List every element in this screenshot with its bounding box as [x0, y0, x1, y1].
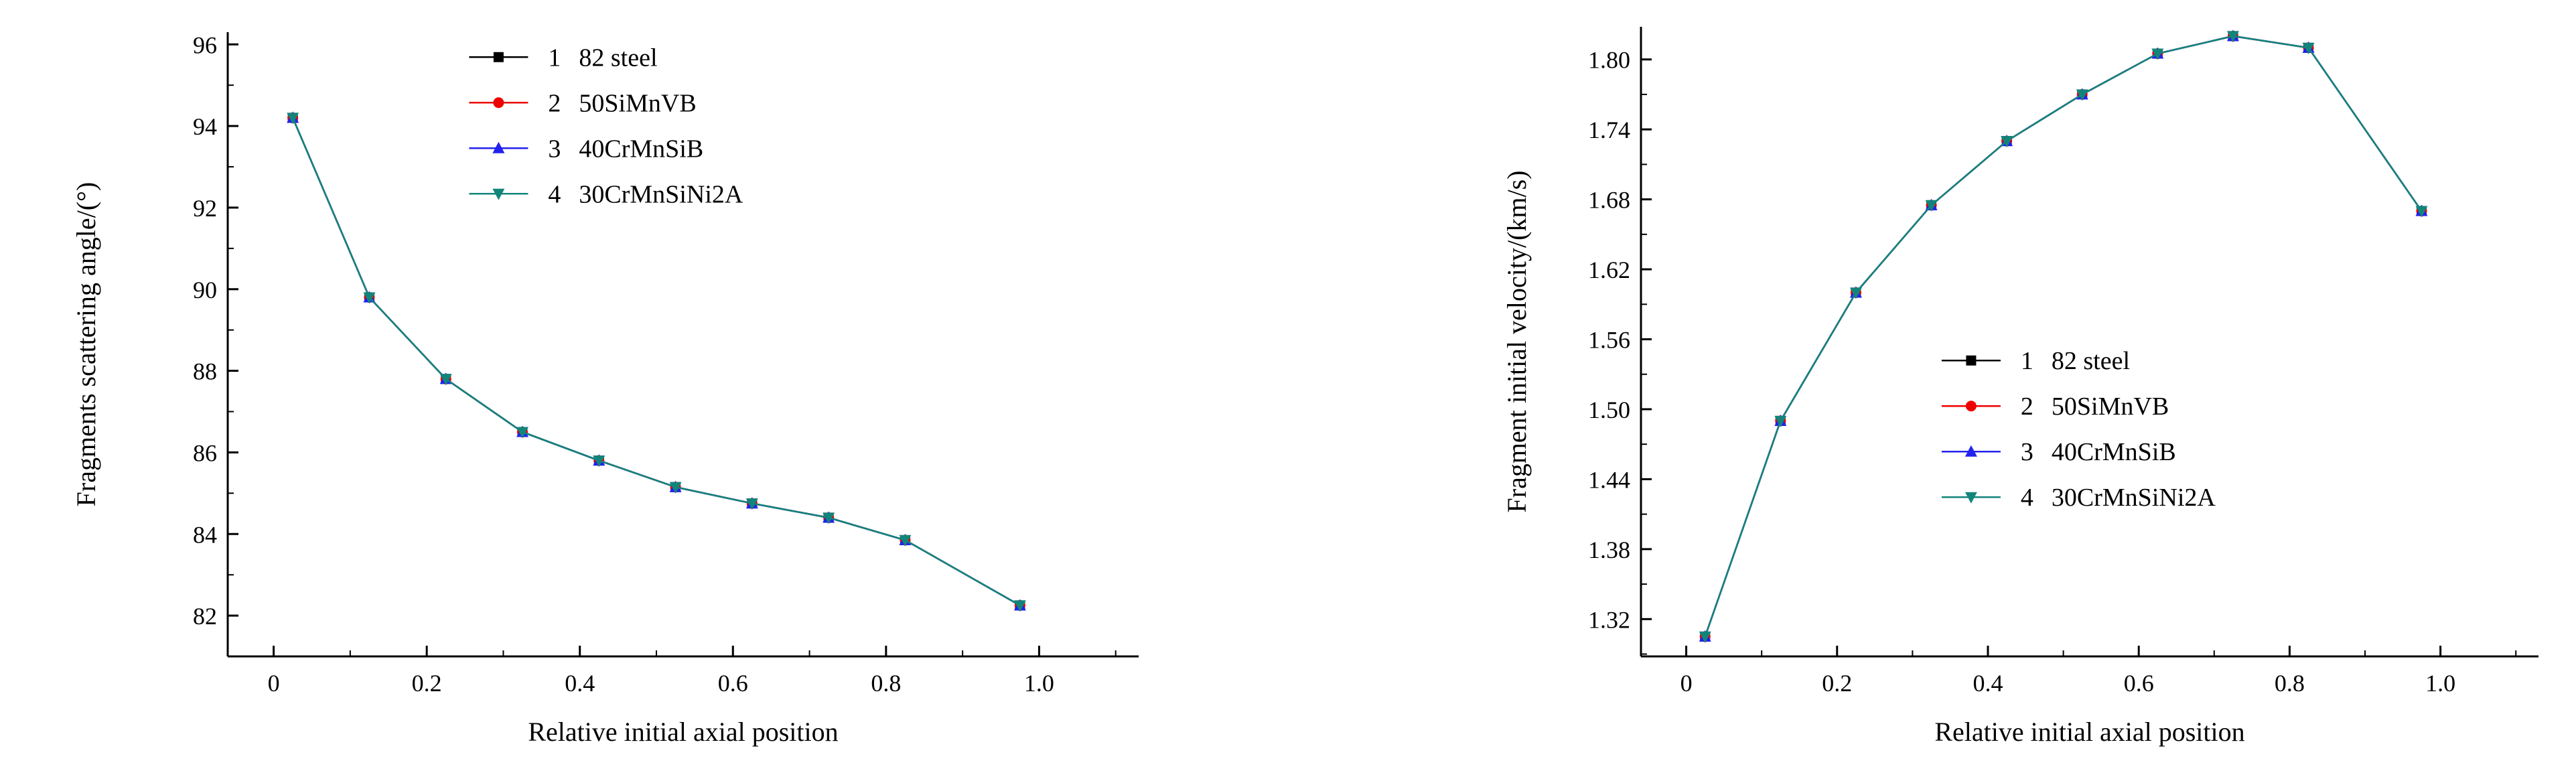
- initial-velocity-plot: 0 0.2 0.4 0.6 0.8 1.0 1.32 1.38 1.44 1.50 1.56 1.62…: [1502, 27, 2538, 747]
- legend-label: 82 steel: [2052, 347, 2130, 375]
- x-tick-label: 1.0: [1024, 670, 1054, 697]
- y-tick-label: 1.50: [1588, 397, 1630, 423]
- square-marker: [1966, 355, 1977, 366]
- y-tick-label: 1.32: [1588, 606, 1630, 633]
- legend-index: 4: [548, 180, 561, 208]
- triangle-down-marker: [2415, 206, 2428, 218]
- y-tick-label: 1.56: [1588, 327, 1630, 354]
- triangle-down-marker: [669, 482, 682, 494]
- triangle-down-marker: [1013, 600, 1026, 612]
- legend-label: 30CrMnSiNi2A: [2052, 484, 2216, 512]
- legend-entry-2: 2 50SiMnVB: [1941, 393, 2169, 421]
- legend-label: 40CrMnSiB: [579, 135, 703, 163]
- legend-entry-2: 2 50SiMnVB: [469, 89, 697, 117]
- y-tick-label: 96: [193, 31, 217, 58]
- legend-index: 3: [2021, 438, 2033, 466]
- triangle-down-marker: [1699, 631, 1711, 643]
- scattering-angle-plot: 0 0.2 0.4 0.6 0.8 1.0 82 84 86 88 90 92 94 96 Relative…: [71, 31, 1139, 747]
- x-tick-label: 1.0: [2425, 670, 2455, 697]
- y-tick-label: 86: [193, 439, 217, 466]
- triangle-down-marker: [822, 512, 835, 524]
- circle-marker: [493, 97, 504, 109]
- series-line-3: [1704, 35, 2423, 637]
- legend-index: 2: [2021, 393, 2033, 421]
- y-tick-label: 90: [193, 277, 217, 303]
- x-axis-title: Relative initial axial position: [528, 717, 838, 747]
- legend-label: 50SiMnVB: [579, 89, 696, 117]
- y-axis-title: Fragment initial velocity/(km/s): [1502, 170, 1532, 512]
- triangle-down-marker: [1964, 492, 1977, 504]
- legend-entry-3: 3 40CrMnSiB: [469, 135, 703, 163]
- legend-entry-1: 1 82 steel: [1941, 347, 2130, 375]
- triangle-down-marker: [1774, 415, 1787, 427]
- y-tick-label: 1.38: [1588, 537, 1630, 563]
- triangle-up-marker: [492, 141, 505, 153]
- x-tick-label: 0.4: [565, 670, 595, 697]
- legend-index: 2: [548, 89, 561, 117]
- x-tick-label: 0: [268, 670, 280, 697]
- triangle-down-marker: [745, 498, 758, 510]
- y-tick-label: 92: [193, 195, 217, 222]
- y-tick-label: 88: [193, 358, 217, 385]
- series-line-4: [291, 117, 1021, 606]
- series-line-2: [1704, 35, 2423, 637]
- x-tick-label: 0.2: [1822, 670, 1852, 697]
- y-tick-label: 1.74: [1588, 117, 1630, 143]
- initial-velocity-chart: 0 0.2 0.4 0.6 0.8 1.0 1.32 1.38 1.44 1.50 1.56 1.62…: [1413, 0, 2576, 783]
- triangle-down-marker: [516, 427, 528, 439]
- legend-entry-4: 4 30CrMnSiNi2A: [469, 180, 743, 208]
- triangle-down-marker: [363, 292, 376, 304]
- x-tick-label: 0.8: [871, 670, 901, 697]
- series-line-4: [1704, 35, 2423, 637]
- x-tick-label: 0: [1680, 670, 1693, 697]
- triangle-down-marker: [2226, 31, 2239, 43]
- legend-label: 40CrMnSiB: [2052, 438, 2176, 466]
- y-axis-title: Fragments scattering angle/(°): [71, 182, 101, 507]
- triangle-down-marker: [1849, 287, 1862, 299]
- triangle-down-marker: [2001, 136, 2013, 148]
- legend-label: 30CrMnSiNi2A: [579, 180, 743, 208]
- circle-marker: [1965, 401, 1977, 412]
- y-tick-label: 1.44: [1588, 466, 1630, 493]
- x-axis-title: Relative initial axial position: [1934, 717, 2244, 747]
- y-tick-label: 94: [193, 113, 217, 140]
- triangle-down-marker: [1925, 200, 1938, 212]
- y-tick-label: 84: [193, 521, 217, 548]
- triangle-down-marker: [492, 188, 505, 200]
- series-line-1: [1704, 35, 2423, 637]
- legend-index: 4: [2021, 484, 2033, 512]
- triangle-down-marker: [2302, 42, 2315, 54]
- y-tick-label: 1.68: [1588, 187, 1630, 214]
- triangle-down-marker: [899, 535, 912, 547]
- legend-index: 1: [2021, 347, 2033, 375]
- x-tick-label: 0.2: [412, 670, 442, 697]
- x-tick-label: 0.8: [2275, 670, 2305, 697]
- y-tick-label: 1.62: [1588, 257, 1630, 283]
- triangle-down-marker: [2076, 89, 2088, 101]
- legend-label: 50SiMnVB: [2052, 393, 2169, 421]
- x-tick-label: 0.4: [1973, 670, 2003, 697]
- legend-entry-4: 4 30CrMnSiNi2A: [1941, 484, 2216, 512]
- triangle-down-marker: [287, 113, 299, 125]
- legend-index: 3: [548, 135, 561, 163]
- legend-entry-1: 1 82 steel: [469, 44, 658, 72]
- legend-label: 82 steel: [579, 44, 657, 72]
- triangle-up-marker: [1964, 445, 1977, 457]
- triangle-down-marker: [439, 374, 452, 386]
- legend-entry-3: 3 40CrMnSiB: [1941, 438, 2176, 466]
- square-marker: [493, 52, 504, 62]
- legend-index: 1: [548, 44, 561, 72]
- scattering-angle-chart: 0 0.2 0.4 0.6 0.8 1.0 82 84 86 88 90 92 94 96 Relative…: [71, 31, 1139, 747]
- x-tick-label: 0.6: [2124, 670, 2154, 697]
- y-tick-label: 1.80: [1588, 47, 1630, 74]
- triangle-down-marker: [2151, 48, 2164, 60]
- x-tick-label: 0.6: [718, 670, 748, 697]
- triangle-down-marker: [593, 455, 605, 468]
- y-tick-label: 82: [193, 603, 217, 630]
